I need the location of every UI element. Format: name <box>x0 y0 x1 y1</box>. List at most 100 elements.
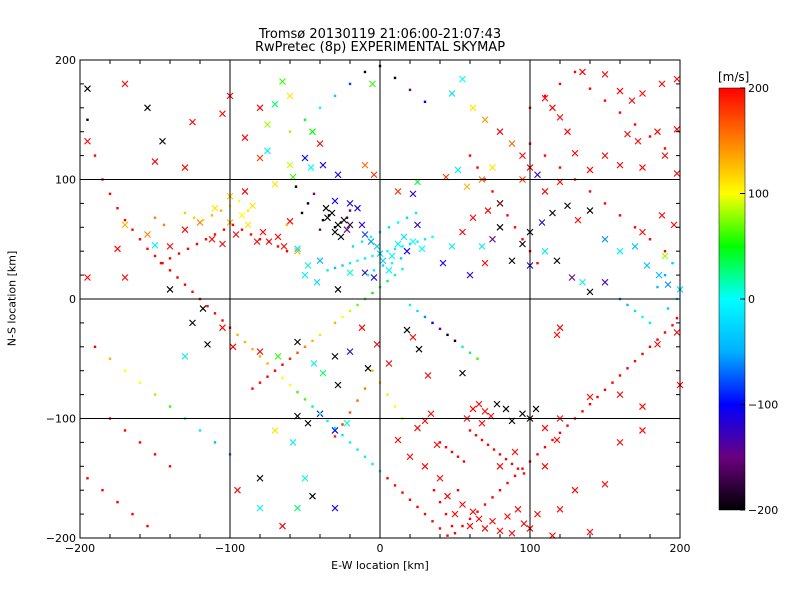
data-point-dot <box>138 381 142 384</box>
data-point-dot <box>444 512 448 516</box>
data-point-x <box>532 405 540 413</box>
data-point-dot <box>300 211 304 215</box>
y-tick-label: 0 <box>69 293 76 306</box>
data-point-x <box>121 80 129 88</box>
data-point-x <box>259 228 267 236</box>
data-point-dot <box>348 261 352 265</box>
data-point-dot <box>153 453 157 456</box>
data-point-x <box>541 462 549 470</box>
data-point-x <box>586 166 594 174</box>
data-point-dot <box>387 226 391 229</box>
data-point-dot <box>396 221 400 224</box>
data-point-dot <box>348 411 352 414</box>
data-point-x <box>319 161 327 169</box>
data-point-x <box>564 128 571 136</box>
data-point-x <box>673 329 681 336</box>
data-point-x <box>331 427 339 434</box>
data-point-dot <box>372 269 376 272</box>
data-point-x <box>661 152 669 159</box>
data-point-dot <box>474 434 478 437</box>
colorbar-tick-label: 0 <box>748 293 755 306</box>
data-point-x <box>208 235 216 243</box>
data-point-x <box>331 228 339 236</box>
data-point-x <box>286 161 294 169</box>
data-point-x <box>519 152 526 159</box>
data-point-dot <box>416 240 419 243</box>
data-point-dot <box>371 462 374 466</box>
data-point-x <box>496 527 504 535</box>
data-point-x <box>489 235 496 243</box>
data-point-x <box>256 348 264 355</box>
data-point-dot <box>303 118 307 121</box>
data-point-dot <box>267 240 271 243</box>
data-point-dot <box>551 438 554 442</box>
data-point-dot <box>246 209 250 212</box>
data-point-x <box>549 104 556 112</box>
data-point-x <box>219 110 226 118</box>
data-point-x <box>337 233 345 241</box>
data-point-dot <box>456 455 460 458</box>
data-point-x <box>307 164 315 171</box>
data-point-x <box>346 200 354 207</box>
data-point-x <box>469 405 477 413</box>
data-point-x <box>144 104 151 112</box>
data-point-dot <box>506 214 509 217</box>
data-point-x <box>354 204 361 212</box>
data-point-dot <box>333 435 337 438</box>
data-point-x <box>199 305 207 312</box>
data-point-dot <box>476 166 479 169</box>
data-point-x <box>271 427 279 434</box>
data-point-dot <box>341 315 344 319</box>
data-point-x <box>181 352 189 360</box>
data-point-x <box>256 154 264 162</box>
data-point-dot <box>603 202 607 205</box>
data-point-dot <box>504 457 508 461</box>
data-point-dot <box>192 216 196 219</box>
data-point-x <box>334 286 342 293</box>
data-point-dot <box>633 309 637 313</box>
data-point-x <box>508 529 516 537</box>
data-point-x <box>616 161 624 169</box>
data-point-dot <box>536 453 539 456</box>
data-point-dot <box>288 383 292 387</box>
data-point-x <box>316 140 324 148</box>
data-point-x <box>304 419 312 427</box>
data-point-x <box>361 231 369 238</box>
data-point-dot <box>626 303 629 307</box>
data-point-x <box>631 243 639 250</box>
data-point-dot <box>131 512 134 516</box>
data-point-dot <box>168 405 172 408</box>
data-point-x <box>241 134 249 142</box>
data-point-x <box>541 94 549 102</box>
data-point-dot <box>416 505 419 509</box>
data-point-dot <box>393 76 397 80</box>
data-point-dot <box>399 257 403 260</box>
data-point-dot <box>431 235 434 239</box>
data-point-x <box>658 80 666 88</box>
data-point-dot <box>641 352 644 356</box>
data-point-x <box>241 188 249 195</box>
data-point-x <box>343 226 351 234</box>
data-point-dot <box>558 431 562 435</box>
data-point-x <box>616 87 624 95</box>
data-point-x <box>553 331 561 339</box>
data-point-x <box>414 221 421 229</box>
data-point-dot <box>393 405 397 408</box>
data-point-x <box>504 513 511 520</box>
data-point-x <box>189 319 196 327</box>
data-point-dot <box>276 245 280 248</box>
data-point-dot <box>536 261 539 265</box>
data-point-x <box>394 436 402 444</box>
data-point-x <box>369 80 376 88</box>
data-point-x <box>475 515 483 523</box>
data-point-x <box>496 462 504 470</box>
data-point-dot <box>588 402 592 406</box>
data-point-x <box>144 231 151 238</box>
data-point-x <box>574 216 582 224</box>
data-point-x <box>409 333 417 341</box>
data-point-dot <box>468 429 472 432</box>
data-point-x <box>489 164 496 171</box>
data-point-dot <box>453 339 457 343</box>
data-point-dot <box>318 333 322 337</box>
